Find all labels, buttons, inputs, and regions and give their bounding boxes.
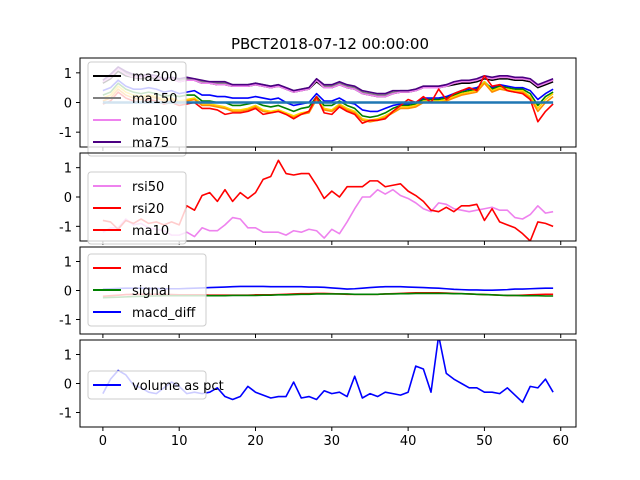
legend: rsi50 rsi20 ma10	[87, 171, 187, 245]
legend-box	[87, 171, 187, 245]
legend-label-rsi50: rsi50	[132, 180, 164, 195]
y-tick-label: 1	[64, 162, 72, 177]
legend-label-ma150: ma150	[132, 92, 177, 107]
x-tick-label: 10	[171, 434, 188, 449]
legend-label-macd: macd	[132, 262, 168, 277]
y-tick-label: -1	[59, 407, 72, 422]
x-tick-label: 20	[247, 434, 264, 449]
legend-box	[87, 370, 207, 400]
panel-moving-averages: -1 0 1 ma200 ma150 ma100 ma75	[59, 57, 577, 157]
legend: macd signal macd_diff	[87, 253, 207, 327]
panel-rsi: -1 0 1 rsi50 rsi20 ma10	[59, 152, 577, 245]
x-tick-label: 50	[476, 434, 493, 449]
legend-label-ma200: ma200	[132, 70, 177, 85]
panels: -101 ma200ma150ma100ma75-101rsi50rsi20ma1…	[59, 57, 577, 449]
legend-label-ma100: ma100	[132, 114, 177, 129]
y-tick-label: 0	[64, 285, 72, 300]
legend-label-ma10: ma10	[132, 224, 169, 239]
x-tick-label: 0	[99, 434, 107, 449]
y-tick-label: -1	[59, 220, 72, 235]
legend-label-macd_diff: macd_diff	[132, 306, 196, 321]
x-tick-label: 40	[400, 434, 417, 449]
x-tick-label: 30	[324, 434, 341, 449]
chart-title: PBCT2018-07-12 00:00:00	[231, 35, 429, 53]
y-tick-label: 1	[64, 67, 72, 82]
panel-macd: -1 0 1 macd signal macd_diff	[59, 246, 577, 338]
y-tick-label: 1	[64, 256, 72, 271]
y-tick-label: 1	[64, 349, 72, 364]
x-tick-label: 60	[552, 434, 569, 449]
y-tick-label: 0	[64, 97, 72, 112]
legend-label-ma75: ma75	[132, 136, 169, 151]
legend-box	[87, 253, 207, 327]
legend-box	[87, 61, 187, 157]
y-tick-label: 0	[64, 191, 72, 206]
legend-label-volume as pct: volume as pct	[132, 379, 224, 394]
legend: ma200 ma150 ma100 ma75	[87, 61, 187, 157]
legend-label-signal: signal	[132, 284, 170, 299]
y-tick-label: -1	[59, 126, 72, 141]
legend-label-rsi20: rsi20	[132, 202, 164, 217]
legend: volume as pct	[87, 370, 224, 400]
y-tick-label: 0	[64, 378, 72, 393]
y-tick-label: -1	[59, 314, 72, 329]
